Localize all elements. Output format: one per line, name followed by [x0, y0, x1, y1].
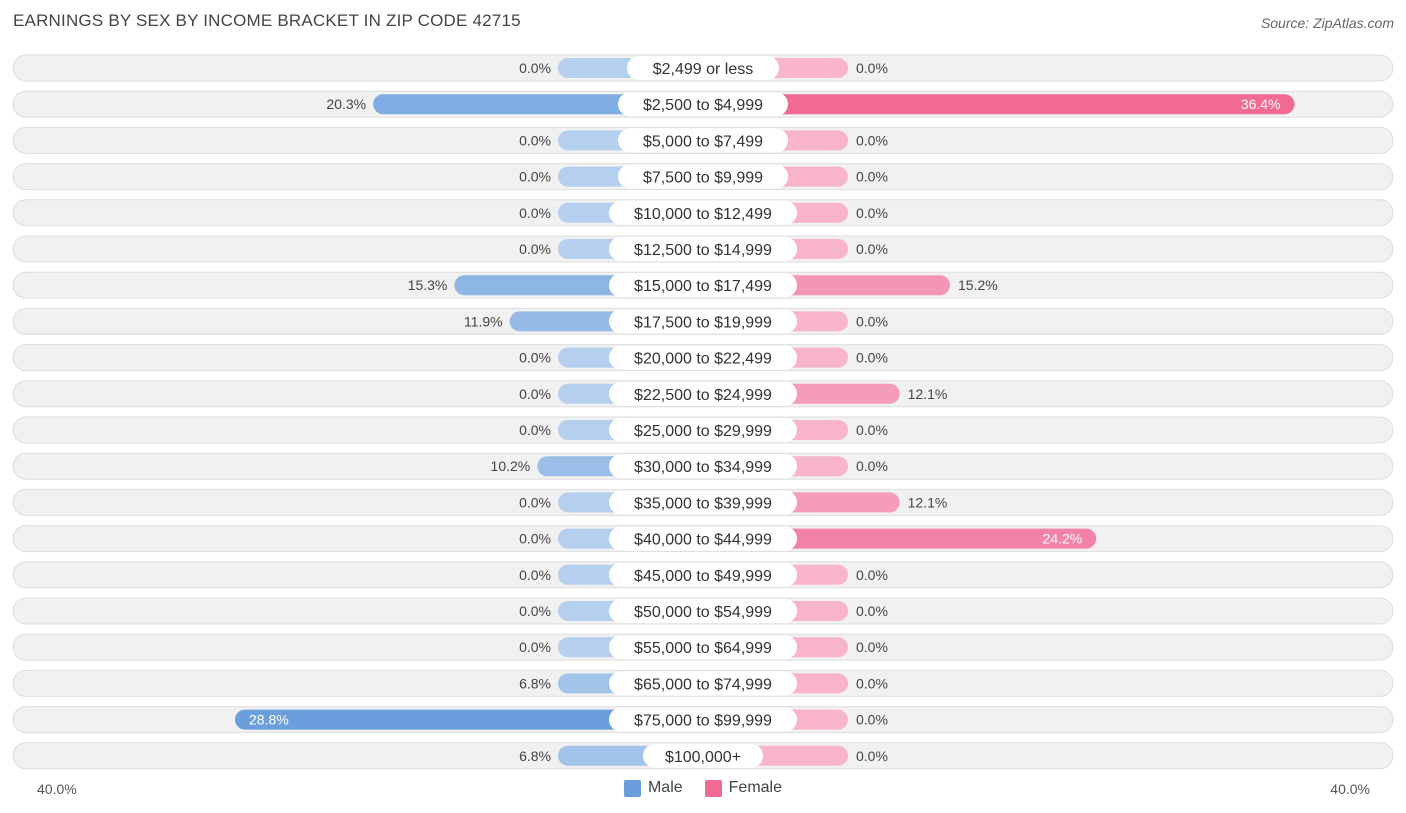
male-value-label: 0.0% — [519, 567, 551, 583]
female-value-label: 15.2% — [958, 277, 998, 293]
male-value-label: 6.8% — [519, 675, 551, 691]
male-value-label: 0.0% — [519, 422, 551, 438]
female-value-label: 0.0% — [856, 603, 888, 619]
male-value-label: 6.8% — [519, 748, 551, 764]
legend: Male Female — [0, 779, 1406, 797]
category-label: $10,000 to $12,499 — [634, 206, 772, 223]
female-value-label: 36.4% — [1241, 96, 1281, 112]
female-value-label: 0.0% — [856, 241, 888, 257]
category-label: $55,000 to $64,999 — [634, 640, 772, 657]
female-value-label: 0.0% — [856, 132, 888, 148]
legend-item-female: Female — [704, 779, 783, 797]
male-value-label: 0.0% — [519, 60, 551, 76]
category-label: $17,500 to $19,999 — [634, 314, 772, 331]
category-pill — [618, 92, 788, 117]
legend-swatch-male — [623, 779, 641, 797]
category-label: $12,500 to $14,999 — [634, 242, 772, 259]
male-value-label: 28.8% — [249, 712, 289, 728]
female-value-label: 0.0% — [856, 639, 888, 655]
axis-max-label: 40.0% — [1330, 781, 1370, 797]
category-label: $5,000 to $7,499 — [643, 133, 763, 150]
male-value-label: 0.0% — [519, 531, 551, 547]
male-value-label: 0.0% — [519, 132, 551, 148]
legend-label-male: Male — [647, 779, 683, 796]
category-pill — [609, 490, 797, 515]
category-label: $40,000 to $44,999 — [634, 532, 772, 549]
bar-female — [703, 94, 1295, 115]
female-value-label: 0.0% — [856, 350, 888, 366]
male-value-label: 0.0% — [519, 205, 551, 221]
category-label: $100,000+ — [665, 749, 741, 766]
category-pill — [609, 273, 797, 298]
category-label: $20,000 to $22,499 — [634, 351, 772, 368]
female-value-label: 12.1% — [908, 494, 948, 510]
category-label: $2,500 to $4,999 — [643, 97, 763, 114]
bar-female — [703, 528, 1097, 549]
category-label: $2,499 or less — [653, 61, 754, 78]
male-value-label: 0.0% — [519, 241, 551, 257]
category-label: $25,000 to $29,999 — [634, 423, 772, 440]
category-pill — [627, 56, 779, 80]
female-value-label: 12.1% — [908, 386, 948, 402]
category-pill — [609, 381, 797, 406]
category-pill — [609, 526, 797, 551]
category-pill — [643, 743, 763, 768]
female-value-label: 0.0% — [856, 748, 888, 764]
category-label: $50,000 to $54,999 — [634, 604, 772, 621]
female-value-label: 0.0% — [856, 712, 888, 728]
category-pill — [609, 418, 797, 442]
chart-source: Source: ZipAtlas.com — [1260, 15, 1394, 31]
category-label: $65,000 to $74,999 — [634, 676, 772, 693]
male-value-label: 11.9% — [464, 313, 503, 329]
legend-swatch-female — [704, 779, 722, 797]
category-pill — [609, 562, 797, 587]
female-value-label: 0.0% — [856, 567, 888, 583]
category-pill — [609, 237, 797, 261]
male-value-label: 0.0% — [519, 386, 551, 402]
male-value-label: 0.0% — [519, 603, 551, 619]
female-value-label: 0.0% — [856, 60, 888, 76]
category-label: $15,000 to $17,499 — [634, 278, 772, 295]
axis-min-label: 40.0% — [37, 781, 77, 797]
category-pill — [609, 635, 797, 660]
category-pill — [609, 345, 797, 370]
chart-title: EARNINGS BY SEX BY INCOME BRACKET IN ZIP… — [13, 11, 521, 30]
female-value-label: 0.0% — [856, 313, 888, 329]
category-label: $22,500 to $24,999 — [634, 387, 772, 404]
category-pill — [609, 671, 797, 696]
male-value-label: 10.2% — [491, 458, 531, 474]
category-pill — [609, 599, 797, 623]
male-value-label: 15.3% — [408, 277, 448, 293]
category-label: $30,000 to $34,999 — [634, 459, 772, 476]
category-pill — [618, 128, 788, 153]
legend-item-male: Male — [623, 779, 683, 797]
category-pill — [609, 707, 797, 732]
male-value-label: 20.3% — [326, 96, 366, 112]
category-pill — [609, 200, 797, 225]
category-pill — [618, 164, 788, 189]
female-value-label: 0.0% — [856, 422, 888, 438]
category-pill — [609, 309, 797, 334]
legend-label-female: Female — [728, 779, 783, 796]
category-label: $35,000 to $39,999 — [634, 495, 772, 512]
female-value-label: 0.0% — [856, 205, 888, 221]
male-value-label: 0.0% — [519, 494, 551, 510]
category-pill — [609, 454, 797, 479]
female-value-label: 0.0% — [856, 169, 888, 185]
female-value-label: 24.2% — [1043, 531, 1083, 547]
female-value-label: 0.0% — [856, 675, 888, 691]
bar-male — [235, 709, 703, 730]
male-value-label: 0.0% — [519, 169, 551, 185]
male-value-label: 0.0% — [519, 639, 551, 655]
category-label: $45,000 to $49,999 — [634, 568, 772, 585]
female-value-label: 0.0% — [856, 458, 888, 474]
category-label: $7,500 to $9,999 — [643, 170, 763, 187]
male-value-label: 0.0% — [519, 350, 551, 366]
category-label: $75,000 to $99,999 — [634, 713, 772, 730]
